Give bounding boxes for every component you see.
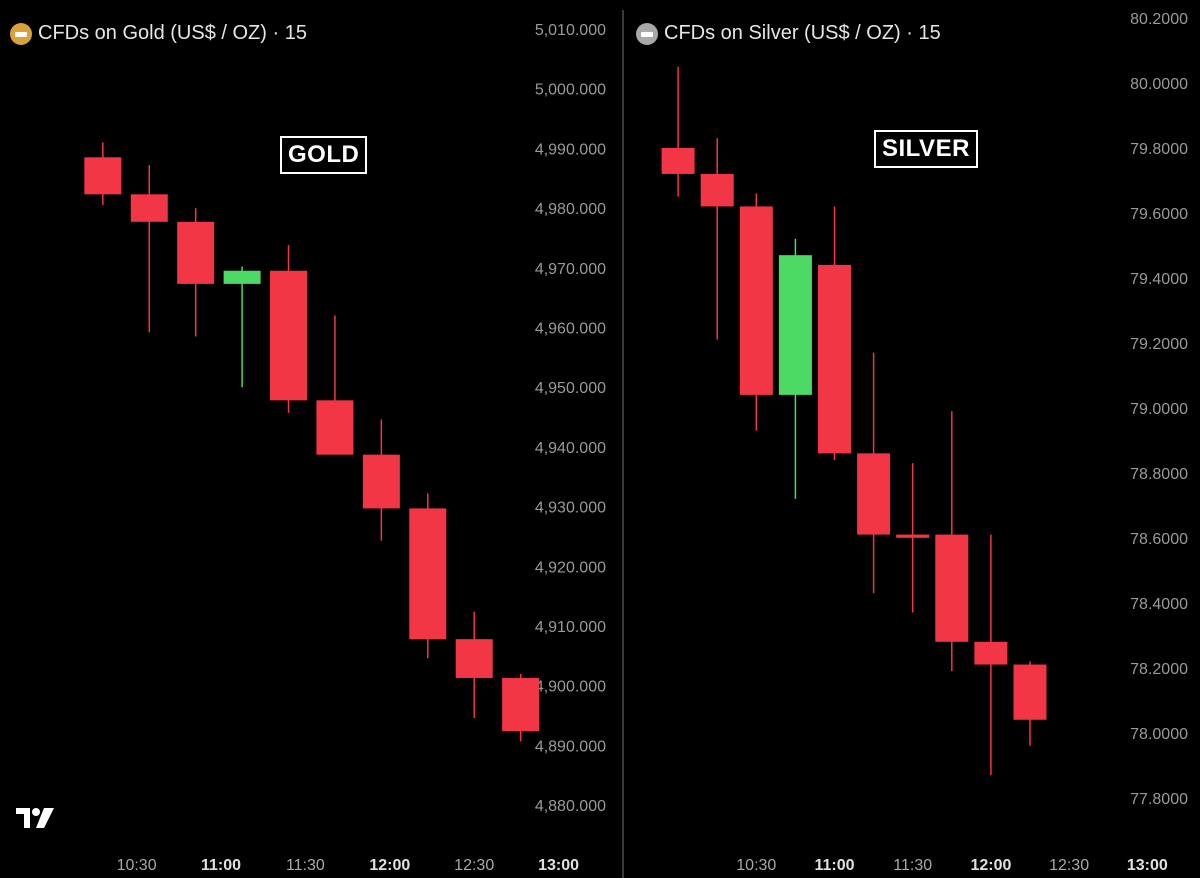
gold-legend-text: CFDs on Gold (US$ / OZ) · 15	[38, 22, 307, 44]
silver-candle-body	[739, 206, 773, 395]
gold-legend[interactable]: CFDs on Gold (US$ / OZ) · 15	[10, 22, 307, 45]
gold-y-tick-label: 4,990.000	[535, 141, 606, 158]
silver-candle[interactable]	[896, 463, 930, 613]
gold-y-tick-label: 4,960.000	[535, 320, 606, 337]
gold-candle-body	[502, 677, 540, 732]
gold-y-tick-label: 4,880.000	[535, 798, 606, 815]
gold-candle-body	[84, 157, 122, 195]
tradingview-logo-icon	[16, 808, 54, 828]
gold-y-tick-label: 5,010.000	[535, 22, 606, 39]
silver-candle-body	[935, 534, 969, 642]
silver-candle-body	[1013, 664, 1047, 720]
gold-y-tick-label: 4,890.000	[535, 738, 606, 755]
silver-candle-body	[818, 264, 851, 454]
gold-candle[interactable]	[130, 165, 168, 333]
silver-label: SILVER	[874, 130, 978, 168]
silver-y-tick-label: 79.2000	[1130, 336, 1188, 353]
gold-coin-icon	[10, 22, 32, 45]
silver-candle-body	[974, 641, 1008, 665]
gold-candle[interactable]	[455, 611, 493, 718]
silver-x-tick-label: 10:30	[736, 857, 776, 874]
silver-x-tick-label: 12:30	[1049, 857, 1089, 874]
silver-x-tick-label: 11:30	[893, 857, 932, 874]
gold-x-tick-label: 11:00	[201, 857, 241, 874]
silver-candle-body	[661, 147, 695, 174]
gold-candle[interactable]	[177, 208, 215, 337]
gold-x-tick-label: 10:30	[117, 857, 157, 874]
gold-y-tick-label: 4,940.000	[535, 440, 606, 457]
silver-y-tick-label: 78.0000	[1130, 726, 1188, 743]
gold-candle-body	[130, 194, 168, 222]
gold-candle-body	[177, 221, 215, 284]
silver-y-tick-label: 78.2000	[1130, 661, 1188, 678]
silver-y-tick-label: 80.0000	[1130, 76, 1188, 93]
gold-x-tick-label: 11:30	[286, 857, 325, 874]
silver-candle-body	[700, 173, 734, 207]
gold-x-tick-label: 12:30	[454, 857, 494, 874]
gold-y-tick-label: 4,920.000	[535, 559, 606, 576]
silver-x-tick-label: 12:00	[970, 857, 1011, 874]
gold-candle[interactable]	[362, 419, 400, 541]
gold-candle[interactable]	[316, 315, 354, 455]
gold-y-tick-label: 4,980.000	[535, 201, 606, 218]
gold-y-tick-label: 4,910.000	[535, 619, 606, 636]
gold-candle[interactable]	[84, 142, 122, 206]
silver-candle[interactable]	[739, 193, 773, 431]
gold-label: GOLD	[280, 136, 368, 174]
gold-y-tick-label: 4,930.000	[535, 500, 606, 517]
gold-candle[interactable]	[223, 266, 261, 388]
gold-x-tick-label: 13:00	[538, 857, 579, 874]
gold-chart-panel[interactable]: 5,010.000 5,000.000 4,990.000 4,980.000 4,97…	[0, 0, 622, 878]
gold-candle-body	[270, 270, 308, 401]
gold-y-tick-label: 5,000.000	[535, 82, 606, 99]
silver-candle[interactable]	[700, 138, 734, 340]
silver-y-tick-label: 79.6000	[1130, 206, 1188, 223]
gold-candle-body	[409, 508, 447, 640]
silver-candle[interactable]	[935, 411, 969, 672]
silver-candle[interactable]	[974, 534, 1008, 776]
gold-y-tick-label: 4,950.000	[535, 380, 606, 397]
gold-candle-body	[316, 400, 354, 455]
gold-chart[interactable]: 5,010.000 5,000.000 4,990.000 4,980.000 4,97…	[0, 0, 622, 878]
gold-candle[interactable]	[270, 245, 308, 413]
silver-candle[interactable]	[857, 352, 891, 594]
silver-y-tick-label: 80.2000	[1130, 11, 1188, 28]
silver-legend-text: CFDs on Silver (US$ / OZ) · 15	[664, 22, 941, 44]
gold-candle-body	[362, 454, 400, 509]
gold-candle-body	[455, 639, 493, 678]
gold-candle[interactable]	[502, 673, 540, 742]
silver-chart[interactable]: 80.2000 80.0000 79.8000 79.6000 79.4000 79.20…	[624, 0, 1200, 878]
silver-candle[interactable]	[1013, 661, 1047, 746]
panel-divider[interactable]	[622, 10, 624, 878]
silver-x-tick-label: 11:00	[814, 857, 854, 874]
silver-x-tick-label: 13:00	[1127, 857, 1168, 874]
silver-y-tick-label: 78.8000	[1130, 466, 1188, 483]
silver-chart-panel[interactable]: 80.2000 80.0000 79.8000 79.6000 79.4000 79.20…	[624, 0, 1200, 878]
silver-candle-body	[896, 534, 930, 538]
silver-candle[interactable]	[818, 206, 851, 460]
silver-y-tick-label: 79.0000	[1130, 401, 1188, 418]
silver-y-tick-label: 78.4000	[1130, 596, 1188, 613]
silver-coin-icon	[636, 22, 658, 45]
silver-candle[interactable]	[661, 66, 695, 197]
silver-y-tick-label: 79.4000	[1130, 271, 1188, 288]
silver-y-tick-label: 79.8000	[1130, 141, 1188, 158]
silver-y-tick-label: 78.6000	[1130, 531, 1188, 548]
silver-legend[interactable]: CFDs on Silver (US$ / OZ) · 15	[636, 22, 941, 45]
silver-candle-body	[857, 453, 891, 535]
silver-candle-body	[778, 255, 812, 395]
gold-candle[interactable]	[409, 493, 447, 659]
silver-candle[interactable]	[778, 238, 812, 499]
gold-y-tick-label: 4,900.000	[535, 679, 606, 696]
silver-y-tick-label: 77.8000	[1130, 791, 1188, 808]
gold-x-tick-label: 12:00	[369, 857, 410, 874]
gold-y-tick-label: 4,970.000	[535, 261, 606, 278]
gold-candle-body	[223, 270, 261, 284]
